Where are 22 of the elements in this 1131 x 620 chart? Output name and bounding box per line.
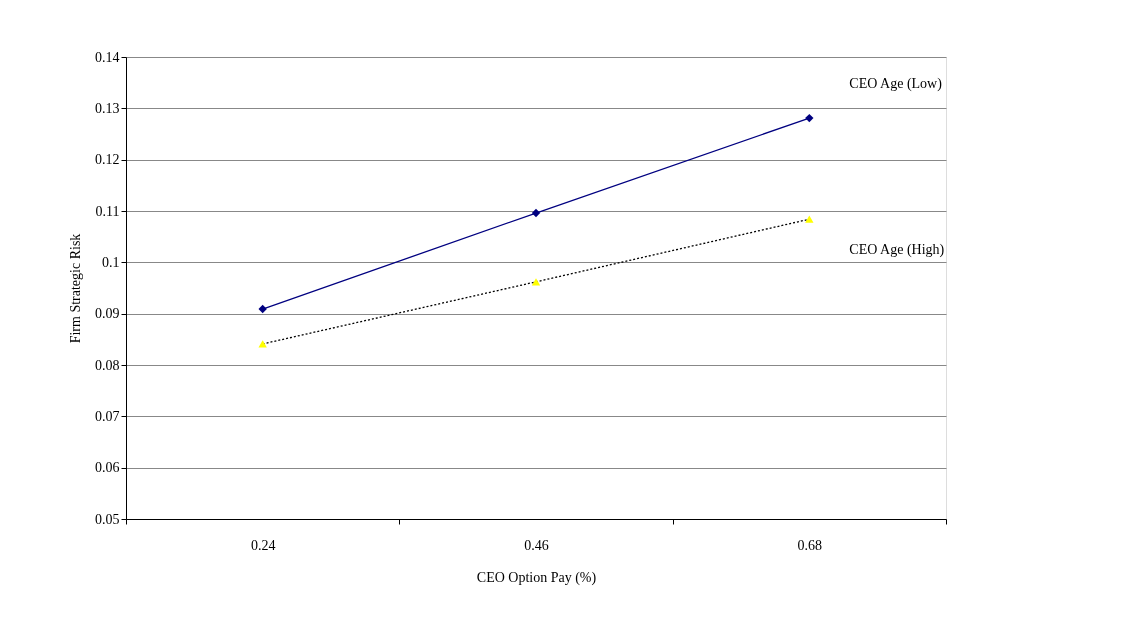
y-tick-label: 0.06: [95, 460, 120, 476]
x-tick-label: 0.68: [797, 537, 823, 553]
y-tick-label: 0.12: [95, 152, 120, 168]
y-tick-label: 0.08: [95, 357, 120, 373]
point: [805, 113, 814, 123]
y-tick-label: 0.13: [95, 100, 120, 116]
x-axis-title: CEO Option Pay (%): [476, 569, 597, 586]
point: [258, 304, 267, 314]
y-tick-label: 0.07: [95, 408, 120, 424]
y-tick-label: 0.1: [102, 254, 120, 270]
point: [805, 215, 814, 223]
x-tick-label: 0.46: [524, 537, 549, 553]
x-tick-label: 0.24: [250, 537, 276, 553]
y-tick-label: 0.09: [95, 306, 120, 322]
y-tick-label: 0.05: [95, 511, 120, 527]
text: CEO Age (High): [849, 242, 945, 259]
y-tick-label: 0.11: [95, 203, 120, 219]
y-axis-title: Firm Strategic Risk: [68, 233, 83, 344]
y-tick-label: 0.14: [95, 49, 120, 65]
text: CEO Age (Low): [849, 76, 943, 93]
point: [258, 340, 267, 348]
point: [531, 208, 541, 218]
